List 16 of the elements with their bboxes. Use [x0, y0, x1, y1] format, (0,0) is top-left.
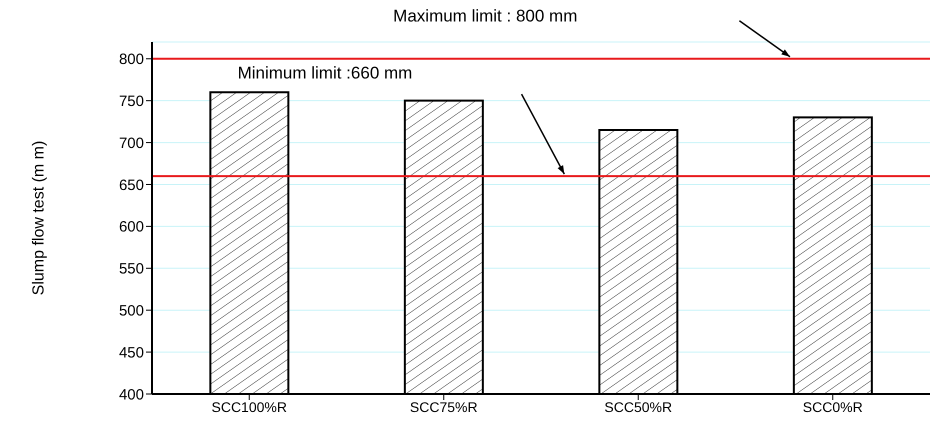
y-tick-label: 550	[118, 260, 144, 278]
y-tick-label: 750	[118, 92, 144, 110]
x-tick-label: SCC50%R	[604, 398, 672, 415]
y-tick-label: 800	[118, 51, 144, 68]
y-tick-label: 650	[118, 176, 144, 194]
y-tick-label: 600	[118, 218, 144, 236]
y-tick-label: 500	[118, 302, 144, 320]
x-tick-label: SCC75%R	[410, 398, 478, 415]
text: Maximum limit : 800 mm	[393, 6, 578, 26]
y-tick-label: 400	[118, 386, 144, 404]
y-tick-label: 700	[118, 134, 144, 152]
y-tick-label: 450	[118, 344, 144, 362]
x-tick-label: SCC100%R	[212, 398, 287, 415]
y-axis-title: Slump flow test (m m)	[30, 140, 48, 296]
annotation: Minimum limit :660 mm	[238, 64, 412, 83]
x-tick-label: SCC0%R	[802, 398, 863, 415]
